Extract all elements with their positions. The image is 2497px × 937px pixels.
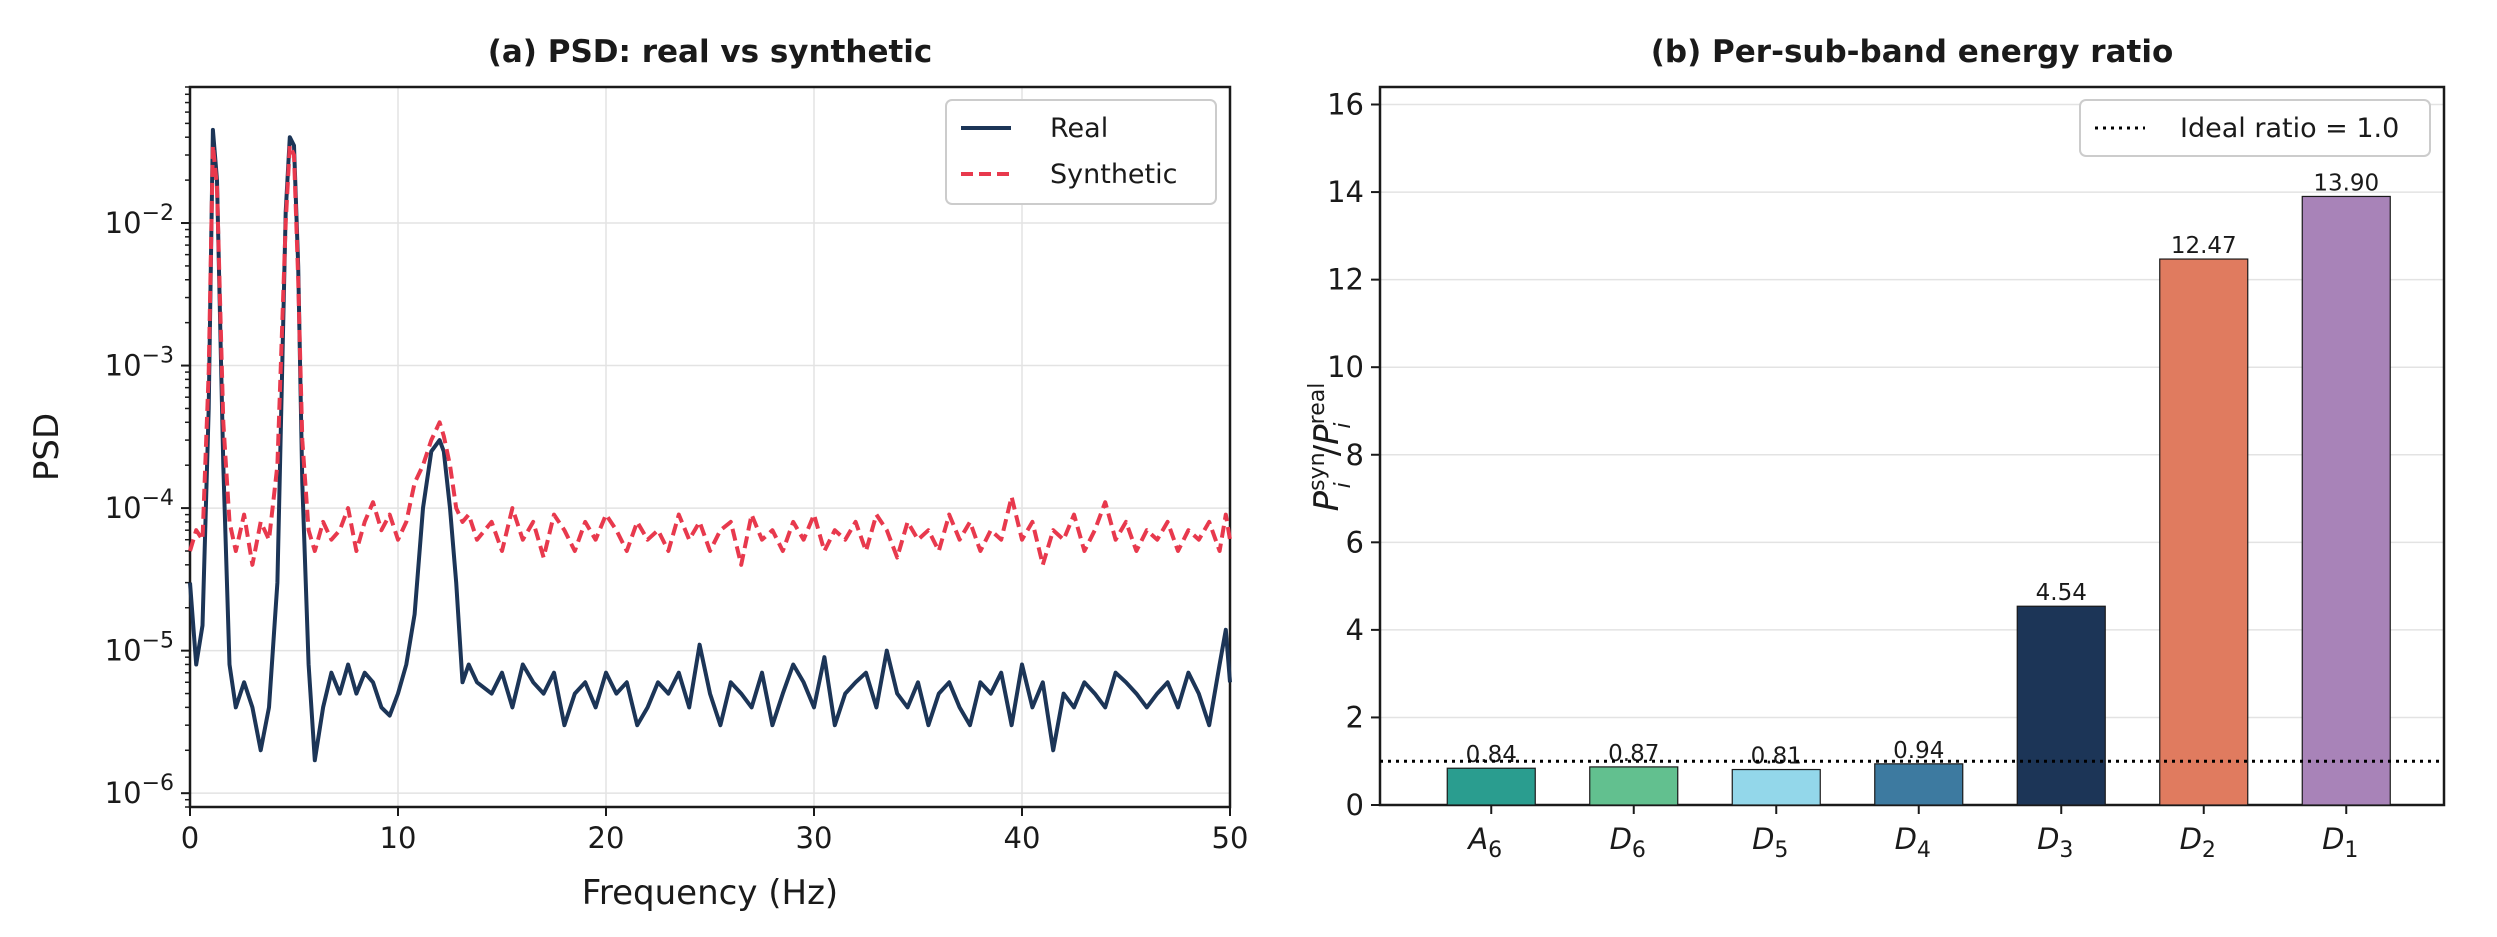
psd-x-tick-label: 50 (1212, 821, 1249, 855)
ratio-bar (1731, 768, 1821, 806)
psd-panel: (a) PSD: real vs synthetic 0 10 20 30 40 50 1… (27, 34, 1248, 913)
ratio-x-tick-label: D1 (2322, 822, 2358, 863)
psd-series-synthetic (188, 143, 1232, 567)
ratio-y-tick-label: 14 (1327, 175, 1364, 209)
psd-y-tick-label: 10−4 (105, 486, 174, 525)
psd-x-tick-label: 0 (181, 821, 199, 855)
ratio-grid (1380, 103, 2444, 806)
ratio-bar (2159, 258, 2249, 806)
psd-x-axis-label: Frequency (Hz) (582, 873, 838, 913)
ratio-bar-value-label: 12.47 (2171, 233, 2237, 259)
ratio-y-tick-label: 16 (1327, 88, 1364, 122)
psd-x-tick-label: 40 (1004, 821, 1041, 855)
psd-y-tick-label: 10−5 (105, 629, 174, 668)
ratio-legend: Ideal ratio = 1.0 (2079, 99, 2431, 157)
ratio-y-tick-label: 8 (1346, 438, 1364, 472)
ratio-x-ticks: A6 D6 D5 D4 D3 D2 D1 (1466, 805, 2358, 863)
ratio-bars: 0.84 0.87 0.81 0.94 4.54 12.47 13.90 (1446, 170, 2391, 806)
psd-y-tick-label: 10−2 (105, 201, 174, 240)
energy-ratio-panel: (b) Per-sub-band energy ratio 0 2 4 6 8 10 12 1… (1305, 34, 2446, 863)
psd-x-ticks: 0 10 20 30 40 50 (181, 807, 1249, 855)
psd-series-real (188, 127, 1232, 763)
ratio-y-tick-label: 12 (1327, 263, 1364, 297)
psd-y-axis-label: PSD (27, 413, 67, 481)
ratio-y-tick-label: 2 (1346, 700, 1364, 734)
ratio-legend-box (2079, 99, 2431, 157)
ratio-bar-value-label: 13.90 (2313, 170, 2379, 196)
ratio-bar-value-label: 4.54 (2036, 580, 2087, 606)
ratio-bar (2301, 195, 2391, 806)
ratio-x-tick-label: D3 (2037, 822, 2073, 863)
ratio-x-tick-label: D5 (1752, 822, 1788, 863)
ratio-y-tick-label: 10 (1327, 350, 1364, 384)
ratio-x-tick-label: D4 (1895, 822, 1931, 863)
psd-series-lines (188, 127, 1232, 763)
ratio-title: (b) Per-sub-band energy ratio (1651, 34, 2174, 70)
legend-label-synthetic: Synthetic (1050, 159, 1177, 190)
legend-label-ideal: Ideal ratio = 1.0 (2180, 113, 2399, 144)
psd-axes-frame (188, 85, 1232, 809)
ratio-bar (2016, 605, 2106, 806)
psd-title: (a) PSD: real vs synthetic (488, 34, 933, 70)
psd-x-tick-label: 20 (588, 821, 625, 855)
ratio-y-tick-label: 6 (1346, 525, 1364, 559)
psd-y-tick-label: 10−3 (105, 344, 174, 383)
psd-legend-box (945, 99, 1217, 205)
ratio-bar-value-label: 0.87 (1608, 741, 1659, 767)
ratio-y-tick-label: 0 (1346, 788, 1364, 822)
ratio-bar (1589, 766, 1679, 806)
psd-x-tick-label: 30 (796, 821, 833, 855)
ratio-x-tick-label: D2 (2180, 822, 2216, 863)
ratio-bar-value-label: 0.94 (1893, 738, 1944, 764)
psd-x-tick-label: 10 (380, 821, 417, 855)
psd-y-ticks: 10−6 10−5 10−4 10−3 10−2 (105, 86, 190, 810)
ratio-y-ticks: 0 2 4 6 8 10 12 14 16 (1327, 88, 1380, 822)
ratio-x-tick-label: D6 (1610, 822, 1646, 863)
psd-grid (189, 87, 1231, 807)
ratio-bar-value-label: 0.81 (1751, 744, 1802, 770)
ratio-x-tick-label: A6 (1466, 822, 1502, 863)
ratio-bar (1874, 763, 1964, 806)
ratio-bar (1446, 767, 1536, 806)
ratio-y-tick-label: 4 (1346, 613, 1364, 647)
ratio-y-axis-label: Psyni/Preali (1305, 383, 1356, 512)
psd-y-tick-label: 10−6 (105, 771, 174, 810)
ratio-bar-value-label: 0.84 (1466, 742, 1517, 768)
psd-legend: Real Synthetic (945, 99, 1217, 205)
legend-label-real: Real (1050, 113, 1108, 144)
